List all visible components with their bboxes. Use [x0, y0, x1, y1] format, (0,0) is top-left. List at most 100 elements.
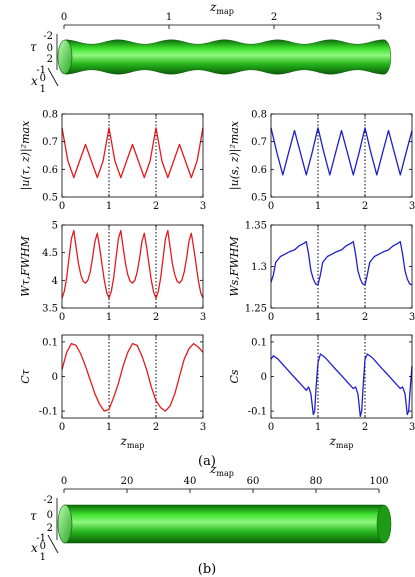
- axes-frame: [61, 224, 204, 309]
- y-tick-label: 0.8: [42, 110, 58, 121]
- tube-b-xlabel: zmap: [209, 462, 234, 478]
- y-tick-label: 5: [52, 221, 58, 232]
- x-tick-label: 3: [200, 422, 206, 433]
- y-axis-label: |u(s, z)|²max: [228, 120, 242, 190]
- tube-b-end-cap: [57, 504, 73, 544]
- tube-tick-label: 20: [121, 476, 134, 487]
- x-tick-label: 0: [268, 201, 274, 212]
- tube-a-end-cap: [57, 39, 73, 75]
- axes-frame: [61, 113, 204, 198]
- y-tick-label: 0.7: [42, 137, 58, 148]
- x-tick-label: 3: [409, 312, 415, 323]
- tube-b-body: [63, 504, 385, 544]
- x-tick-label: 3: [200, 312, 206, 323]
- tube-b-x-label: x: [31, 541, 38, 555]
- series-line-u-tau: [61, 127, 204, 179]
- y-axis-label: Wτ,FWHM: [19, 235, 32, 296]
- x-tick-label: 2: [153, 422, 159, 433]
- y-tick-label: 0.5: [251, 193, 267, 204]
- tube-a-tau-label: τ: [30, 40, 37, 54]
- tube-tick-label: 80: [310, 476, 323, 487]
- tube-a-tau-tick: -2: [43, 31, 53, 42]
- x-tick-label: 0: [59, 312, 65, 323]
- y-tick-label: 3.5: [42, 304, 58, 315]
- x-tick-label: 3: [409, 201, 415, 212]
- tube-tick-label: 60: [247, 476, 260, 487]
- y-tick-label: 0: [52, 372, 58, 383]
- tube-a-x-tick: -1: [36, 65, 46, 76]
- y-tick-label: 0.1: [42, 337, 58, 348]
- tube-b-far-cap: [376, 504, 392, 544]
- tube-a-tau-tick: 0: [47, 43, 53, 54]
- axes-frame: [61, 334, 204, 419]
- x-tick-label: 0: [59, 422, 65, 433]
- tube-tick-label: 100: [369, 476, 388, 487]
- y-tick-label: 0.8: [251, 110, 267, 121]
- x-tick-label: 1: [106, 312, 112, 323]
- x-tick-label: 1: [106, 201, 112, 212]
- tube-a-xlabel: zmap: [209, 0, 234, 16]
- x-tick-label: 2: [362, 201, 368, 212]
- y-tick-label: 1.3: [251, 262, 267, 273]
- x-tick-label: 0: [268, 312, 274, 323]
- y-axis-label: Cs: [228, 369, 241, 383]
- y-tick-label: 1.25: [245, 304, 267, 315]
- y-tick-label: 1.35: [245, 221, 267, 232]
- x-tick-label: 2: [153, 201, 159, 212]
- y-tick-label: -0.1: [248, 407, 267, 418]
- tube-tick-label: 0: [61, 12, 67, 23]
- y-tick-label: 4.5: [42, 248, 58, 259]
- tube-plot-b: 0 20 40 60 80 100 zmap τ -2 0 2 x -1 0 1: [30, 462, 392, 563]
- tube-b-tau-label: τ: [30, 509, 37, 523]
- y-tick-label: 0.1: [251, 337, 267, 348]
- x-tick-label: 1: [315, 201, 321, 212]
- tube-a-x-axis: [47, 67, 59, 87]
- x-tick-label: 2: [362, 312, 368, 323]
- series-line-c-tau: [61, 342, 204, 412]
- tube-b-x-axis: [47, 534, 59, 554]
- tube-b-x-tick: 0: [40, 541, 46, 552]
- series-line-w-tau: [61, 229, 204, 299]
- tube-tick-label: 1: [166, 12, 172, 23]
- chart-w-tau: 0 1 2 3 3.5 4 4.5 5 Wτ,FWHM: [19, 221, 206, 324]
- series-line-c-s: [270, 353, 413, 417]
- y-tick-label: 0.5: [42, 193, 58, 204]
- tube-a-tau-tick: 2: [47, 54, 53, 65]
- y-axis-label: |u(τ, z)|²max: [19, 120, 33, 190]
- tube-a-x-tick: 0: [40, 73, 46, 84]
- panel-label-b: (b): [198, 562, 216, 577]
- y-tick-label: 0.6: [42, 165, 58, 176]
- y-axis-label: Ws,FWHM: [228, 236, 241, 297]
- tube-b-tau-tick: 2: [47, 523, 53, 534]
- y-tick-label: 0.6: [251, 165, 267, 176]
- x-tick-label: 1: [315, 312, 321, 323]
- chart-u-tau: 0 1 2 3 0.5 0.6 0.7 0.8 |u(τ, z)|²max: [19, 110, 206, 213]
- x-axis-label: zmap: [120, 434, 145, 450]
- series-line-w-s: [270, 240, 413, 286]
- tube-a-x-label: x: [31, 74, 38, 88]
- tube-tick-label: 0: [61, 476, 67, 487]
- y-tick-label: 0.7: [251, 137, 267, 148]
- tube-tick-label: 3: [376, 12, 382, 23]
- axes-frame: [270, 113, 413, 198]
- chart-w-s: 0 1 2 3 1.25 1.3 1.35 Ws,FWHM: [228, 221, 415, 324]
- tube-tick-label: 2: [271, 12, 277, 23]
- panel-label-a: (a): [198, 454, 216, 469]
- x-axis-label: zmap: [329, 434, 354, 450]
- x-tick-label: 0: [59, 201, 65, 212]
- series-line-u-s: [270, 127, 413, 176]
- tube-a-x-tick: 1: [40, 84, 46, 95]
- axes-frame: [270, 224, 413, 309]
- x-tick-label: 2: [362, 422, 368, 433]
- tube-b-x-tick: 1: [40, 552, 46, 563]
- tube-b-tau-tick: 0: [47, 510, 53, 521]
- x-tick-label: 3: [200, 201, 206, 212]
- y-axis-label: Cτ: [19, 368, 32, 383]
- x-tick-label: 2: [153, 312, 159, 323]
- chart-u-s: 0 1 2 3 0.5 0.6 0.7 0.8 |u(s, z)|²max: [228, 110, 415, 213]
- x-tick-label: 1: [106, 422, 112, 433]
